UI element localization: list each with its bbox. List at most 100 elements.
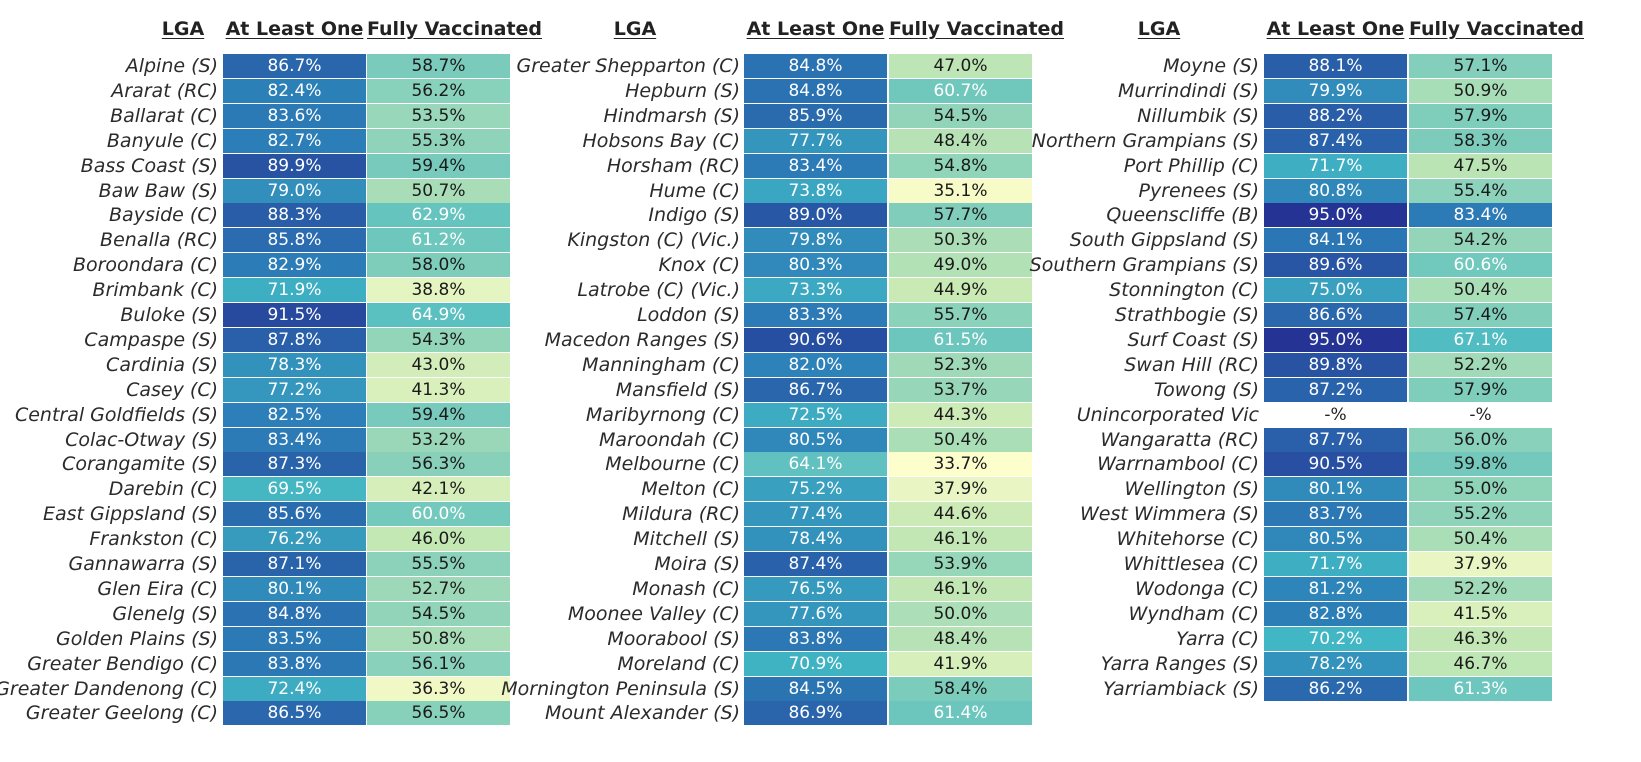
- fully-vaccinated-cell: 42.1%: [367, 477, 510, 501]
- fully-vaccinated-cell: 55.4%: [1409, 179, 1552, 203]
- lga-label: Mildura (RC): [622, 503, 740, 525]
- lga-label: Yarra (C): [1176, 628, 1259, 650]
- fully-vaccinated-cell: 50.4%: [1409, 278, 1552, 302]
- at-least-one-cell: 77.2%: [223, 378, 366, 402]
- lga-label: Colac-Otway (S): [65, 429, 218, 451]
- at-least-one-cell: 75.0%: [1264, 278, 1407, 302]
- at-least-one-cell: 82.5%: [223, 403, 366, 427]
- at-least-one-cell: 80.1%: [1264, 477, 1407, 501]
- fully-vaccinated-cell: 50.0%: [889, 602, 1032, 626]
- header-fully-vaccinated: Fully Vaccinated: [889, 18, 1065, 40]
- at-least-one-cell: 78.4%: [744, 527, 887, 551]
- fully-vaccinated-cell: 64.9%: [367, 303, 510, 327]
- lga-label: Yarriambiack (S): [1103, 678, 1259, 700]
- header-fully-vaccinated: Fully Vaccinated: [1409, 18, 1585, 40]
- fully-vaccinated-cell: 56.1%: [367, 652, 510, 676]
- at-least-one-cell: 95.0%: [1264, 203, 1407, 227]
- lga-label: Cardinia (S): [106, 354, 218, 376]
- lga-label: Queenscliffe (B): [1106, 204, 1259, 226]
- fully-vaccinated-cell: 41.3%: [367, 378, 510, 402]
- fully-vaccinated-cell: 46.3%: [1409, 627, 1552, 651]
- at-least-one-cell: 79.0%: [223, 179, 366, 203]
- lga-label: Macedon Ranges (S): [544, 329, 740, 351]
- fully-vaccinated-cell: 37.9%: [1409, 552, 1552, 576]
- at-least-one-cell: 83.4%: [223, 428, 366, 452]
- lga-label: Swan Hill (RC): [1124, 354, 1259, 376]
- at-least-one-cell: 88.2%: [1264, 104, 1407, 128]
- fully-vaccinated-cell: 57.9%: [1409, 378, 1552, 402]
- fully-vaccinated-cell: 48.4%: [889, 627, 1032, 651]
- at-least-one-cell: 77.7%: [744, 129, 887, 153]
- at-least-one-cell: 87.1%: [223, 552, 366, 576]
- lga-label: Mitchell (S): [633, 528, 740, 550]
- at-least-one-cell: 88.1%: [1264, 54, 1407, 78]
- fully-vaccinated-cell: 54.2%: [1409, 228, 1552, 252]
- fully-vaccinated-cell: 54.8%: [889, 154, 1032, 178]
- lga-label: Kingston (C) (Vic.): [567, 229, 740, 251]
- lga-label: Moorabool (S): [607, 628, 740, 650]
- fully-vaccinated-cell: 83.4%: [1409, 203, 1552, 227]
- fully-vaccinated-cell: 60.7%: [889, 79, 1032, 103]
- lga-label: Loddon (S): [637, 304, 740, 326]
- lga-label: Moyne (S): [1163, 55, 1259, 77]
- lga-label: Moreland (C): [617, 653, 740, 675]
- fully-vaccinated-cell: 52.2%: [1409, 353, 1552, 377]
- lga-label: Hepburn (S): [625, 80, 740, 102]
- fully-vaccinated-cell: 44.6%: [889, 502, 1032, 526]
- fully-vaccinated-cell: 44.9%: [889, 278, 1032, 302]
- lga-label: Moira (S): [654, 553, 740, 575]
- at-least-one-cell: 86.7%: [223, 54, 366, 78]
- fully-vaccinated-cell: 57.1%: [1409, 54, 1552, 78]
- fully-vaccinated-cell: 50.3%: [889, 228, 1032, 252]
- fully-vaccinated-cell: 35.1%: [889, 179, 1032, 203]
- fully-vaccinated-cell: 53.9%: [889, 552, 1032, 576]
- lga-label: Baw Baw (S): [98, 180, 218, 202]
- lga-label: Banyule (C): [106, 130, 218, 152]
- fully-vaccinated-cell: 60.0%: [367, 502, 510, 526]
- lga-label: Whitehorse (C): [1116, 528, 1259, 550]
- at-least-one-cell: 89.0%: [744, 203, 887, 227]
- fully-vaccinated-cell: 56.3%: [367, 452, 510, 476]
- fully-vaccinated-cell: 57.4%: [1409, 303, 1552, 327]
- lga-label: Glenelg (S): [112, 603, 218, 625]
- at-least-one-cell: 87.7%: [1264, 428, 1407, 452]
- lga-label: Maroondah (C): [598, 429, 740, 451]
- lga-label: Greater Bendigo (C): [27, 653, 218, 675]
- fully-vaccinated-cell: 58.7%: [367, 54, 510, 78]
- lga-label: Port Phillip (C): [1123, 155, 1259, 177]
- at-least-one-cell: 78.3%: [223, 353, 366, 377]
- at-least-one-cell: 70.2%: [1264, 627, 1407, 651]
- fully-vaccinated-cell: 55.7%: [889, 303, 1032, 327]
- at-least-one-cell: 83.7%: [1264, 502, 1407, 526]
- fully-vaccinated-cell: 41.5%: [1409, 602, 1552, 626]
- fully-vaccinated-cell: 59.4%: [367, 403, 510, 427]
- at-least-one-cell: 84.8%: [744, 54, 887, 78]
- at-least-one-cell: 83.4%: [744, 154, 887, 178]
- fully-vaccinated-cell: 50.9%: [1409, 79, 1552, 103]
- lga-label: Campaspe (S): [84, 329, 218, 351]
- lga-label: Latrobe (C) (Vic.): [577, 279, 740, 301]
- lga-label: Alpine (S): [125, 55, 218, 77]
- fully-vaccinated-cell: 60.6%: [1409, 253, 1552, 277]
- lga-label: Darebin (C): [108, 478, 218, 500]
- at-least-one-cell: 71.7%: [1264, 154, 1407, 178]
- fully-vaccinated-cell: 47.5%: [1409, 154, 1552, 178]
- at-least-one-cell: 71.7%: [1264, 552, 1407, 576]
- lga-label: Melbourne (C): [605, 453, 740, 475]
- at-least-one-cell: 86.6%: [1264, 303, 1407, 327]
- lga-label: Greater Shepparton (C): [516, 55, 740, 77]
- fully-vaccinated-cell: 46.1%: [889, 577, 1032, 601]
- fully-vaccinated-cell: 56.0%: [1409, 428, 1552, 452]
- lga-label: Knox (C): [658, 254, 740, 276]
- lga-label: Gannawarra (S): [68, 553, 218, 575]
- fully-vaccinated-cell: 38.8%: [367, 278, 510, 302]
- fully-vaccinated-cell: 61.4%: [889, 701, 1032, 725]
- lga-label: Bass Coast (S): [80, 155, 218, 177]
- lga-label: East Gippsland (S): [42, 503, 218, 525]
- at-least-one-cell: 64.1%: [744, 452, 887, 476]
- at-least-one-cell: 76.2%: [223, 527, 366, 551]
- header-at-least-one: At Least One: [1266, 18, 1405, 40]
- at-least-one-cell: 84.8%: [223, 602, 366, 626]
- at-least-one-cell: 86.2%: [1264, 677, 1407, 701]
- lga-label: Benalla (RC): [100, 229, 218, 251]
